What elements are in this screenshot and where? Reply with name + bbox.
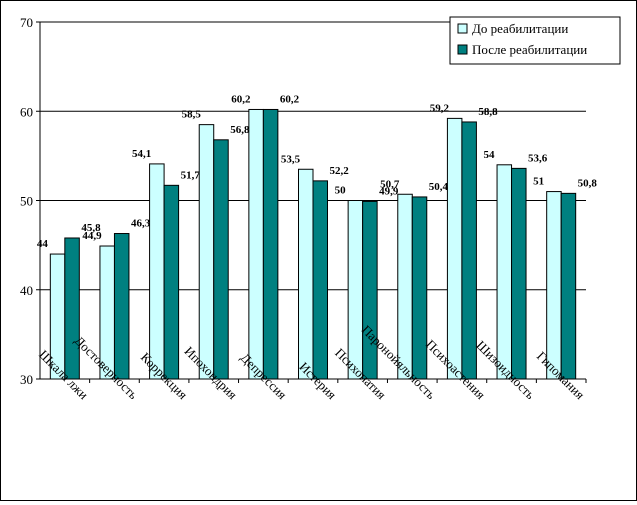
legend-label-before: До реабилитации <box>472 21 568 36</box>
data-label: 51,7 <box>181 169 201 181</box>
data-labels: 44 45,844,9 46,3 54,1 51,7 58,5 56,8 60,2 60,2 53… <box>37 93 598 250</box>
data-label: 50 <box>335 185 347 197</box>
data-label: 52,2 <box>330 165 350 177</box>
data-label: 46,3 <box>131 218 151 230</box>
data-label: 56,8 <box>230 124 250 136</box>
bar-after <box>64 237 80 380</box>
bar-before <box>298 168 314 380</box>
data-label: 54,1 <box>132 148 151 160</box>
bar-before <box>397 193 413 380</box>
data-label: 58,8 <box>478 106 498 118</box>
data-label: 44,9 <box>82 230 102 242</box>
data-label: 50,7 <box>380 178 400 190</box>
data-label: 44 <box>37 238 49 250</box>
bar-after <box>461 121 477 380</box>
y-tick-label: 60 <box>20 104 33 119</box>
bar-before <box>198 124 215 380</box>
data-label: 51 <box>533 176 544 188</box>
bar-after <box>163 184 180 380</box>
data-label: 50,8 <box>578 177 598 189</box>
legend-box <box>449 16 621 65</box>
bar-after <box>560 192 577 380</box>
bar-before <box>496 164 513 380</box>
bar-after <box>213 139 229 380</box>
data-label: 53,5 <box>281 153 301 165</box>
legend-label-after: После реабилитации <box>472 42 587 57</box>
data-label: 58,5 <box>182 109 202 121</box>
legend-swatch-after <box>457 44 468 55</box>
data-label: 50,4 <box>429 181 449 193</box>
data-label: 45,8 <box>81 222 101 234</box>
bar-after <box>113 233 130 380</box>
bar-after <box>411 196 428 380</box>
bar-after <box>362 200 378 380</box>
bar-before <box>248 108 264 380</box>
legend: До реабилитации После реабилитации <box>449 16 621 65</box>
y-tick-label: 50 <box>20 194 33 209</box>
bar-after <box>262 108 279 380</box>
bar-before <box>149 163 165 380</box>
data-label: 54 <box>484 149 496 161</box>
bar-before <box>546 191 562 380</box>
bar-before <box>446 117 463 380</box>
data-label: 59,2 <box>430 102 450 114</box>
y-tick-label: 70 <box>20 15 33 30</box>
bar-after <box>312 180 328 380</box>
data-label: 60,2 <box>231 93 251 105</box>
bar-after <box>511 167 527 380</box>
data-label: 49,9 <box>379 185 399 197</box>
legend-swatch-before <box>457 23 468 34</box>
y-tick-label: 30 <box>20 372 33 387</box>
bars <box>49 108 577 380</box>
y-tick-label: 40 <box>20 283 33 298</box>
data-label: 53,6 <box>528 152 548 164</box>
data-label: 60,2 <box>280 93 300 105</box>
